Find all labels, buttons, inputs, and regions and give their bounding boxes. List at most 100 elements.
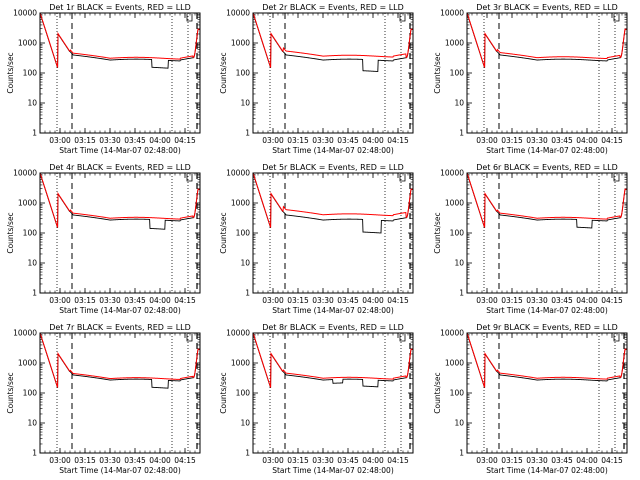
x-tick-label: 03:15 (74, 136, 96, 145)
detector-panel-8: Det 8r BLACK = Events, RED = LLD Counts/s… (219, 323, 414, 475)
y-tick-label: 10000 (13, 169, 37, 178)
x-tick-label: 03:15 (501, 456, 523, 465)
lld-series-line (467, 13, 627, 68)
plot-frame (466, 332, 628, 454)
x-tick-label: 04:15 (601, 456, 623, 465)
x-tick-label: 03:15 (287, 296, 309, 305)
x-tick-label: 04:00 (362, 456, 384, 465)
y-tick-label: 10000 (440, 329, 464, 338)
plot-frame (466, 172, 628, 294)
x-tick-label: 03:45 (337, 136, 359, 145)
plot-frame (466, 12, 628, 134)
panel-title: Det 6r BLACK = Events, RED = LLD (476, 163, 618, 172)
y-tick-label: 1000 (18, 359, 37, 368)
panel-title: Det 7r BLACK = Events, RED = LLD (49, 323, 191, 332)
x-tick-label: 03:30 (526, 456, 548, 465)
panel-title: Det 5r BLACK = Events, RED = LLD (262, 163, 404, 172)
x-tick-label: 03:30 (99, 136, 121, 145)
x-axis-label: Start Time (14-Mar-07 02:48:00) (59, 306, 181, 315)
y-tick-label: 1000 (231, 199, 250, 208)
x-tick-label: 04:00 (362, 136, 384, 145)
plot-frame (39, 332, 201, 454)
y-tick-label: 100 (236, 69, 251, 78)
x-tick-label: 03:00 (262, 136, 284, 145)
x-tick-label: 04:00 (576, 456, 598, 465)
x-tick-label: 04:00 (362, 296, 384, 305)
x-axis-label: Start Time (14-Mar-07 02:48:00) (486, 146, 608, 155)
y-axis-label: Counts/sec (6, 52, 15, 93)
y-tick-label: 1000 (445, 39, 464, 48)
y-tick-label: 1000 (445, 359, 464, 368)
x-tick-label: 03:45 (124, 136, 146, 145)
x-tick-label: 04:15 (387, 456, 409, 465)
x-tick-label: 03:30 (99, 296, 121, 305)
x-tick-label: 04:15 (601, 296, 623, 305)
y-axis-label: Counts/sec (219, 372, 228, 413)
bracket-marker (186, 174, 193, 182)
x-tick-label: 03:30 (312, 296, 334, 305)
y-axis-label: Counts/sec (433, 52, 442, 93)
detector-panel-9: Det 9r BLACK = Events, RED = LLD Counts/s… (433, 323, 628, 475)
y-tick-label: 1000 (445, 199, 464, 208)
x-tick-label: 04:15 (174, 136, 196, 145)
y-tick-label: 10 (240, 419, 250, 428)
x-tick-label: 03:30 (99, 456, 121, 465)
y-tick-label: 10 (454, 99, 464, 108)
plot-frame (252, 332, 414, 454)
x-tick-label: 03:00 (476, 296, 498, 305)
lld-series-line (40, 333, 200, 388)
x-tick-label: 03:00 (476, 456, 498, 465)
x-tick-label: 04:15 (174, 456, 196, 465)
lld-series-line (253, 173, 413, 228)
x-axis-label: Start Time (14-Mar-07 02:48:00) (59, 466, 181, 475)
y-axis-label: Counts/sec (6, 372, 15, 413)
y-tick-label: 10 (240, 259, 250, 268)
y-axis-label: Counts/sec (219, 52, 228, 93)
y-tick-label: 1 (459, 289, 464, 298)
y-tick-label: 10 (454, 259, 464, 268)
y-tick-label: 10 (240, 99, 250, 108)
x-axis-label: Start Time (14-Mar-07 02:48:00) (272, 466, 394, 475)
x-tick-label: 03:45 (337, 456, 359, 465)
x-tick-label: 03:45 (551, 456, 573, 465)
events-series-line (467, 13, 627, 69)
y-tick-label: 100 (450, 69, 465, 78)
events-series-line (40, 13, 200, 69)
bracket-marker (399, 14, 406, 22)
x-tick-label: 03:00 (262, 296, 284, 305)
bracket-marker (613, 14, 620, 22)
y-tick-label: 1000 (231, 39, 250, 48)
events-series-line (40, 173, 200, 230)
bracket-marker (186, 14, 193, 22)
y-tick-label: 100 (450, 229, 465, 238)
events-series-line (40, 333, 200, 389)
y-tick-label: 1 (459, 449, 464, 458)
y-tick-label: 1 (32, 449, 37, 458)
lld-series-line (253, 13, 413, 68)
y-axis-label: Counts/sec (433, 212, 442, 253)
panel-title: Det 8r BLACK = Events, RED = LLD (262, 323, 404, 332)
y-tick-label: 1 (32, 289, 37, 298)
plot-frame (39, 12, 201, 134)
y-tick-label: 10000 (13, 329, 37, 338)
x-axis-label: Start Time (14-Mar-07 02:48:00) (272, 146, 394, 155)
detector-panel-2: Det 2r BLACK = Events, RED = LLD Counts/s… (219, 3, 414, 155)
y-tick-label: 1000 (231, 359, 250, 368)
y-tick-label: 100 (23, 389, 38, 398)
y-tick-label: 100 (450, 389, 465, 398)
x-axis-label: Start Time (14-Mar-07 02:48:00) (272, 306, 394, 315)
x-tick-label: 04:00 (149, 296, 171, 305)
events-series-line (253, 333, 413, 389)
detector-panel-1: Det 1r BLACK = Events, RED = LLD Counts/s… (6, 3, 201, 155)
lld-series-line (253, 333, 413, 388)
detector-panel-5: Det 5r BLACK = Events, RED = LLD Counts/s… (219, 163, 414, 315)
x-tick-label: 03:15 (501, 296, 523, 305)
lld-series-line (467, 173, 627, 228)
plot-frame (252, 172, 414, 294)
detector-panel-3: Det 3r BLACK = Events, RED = LLD Counts/s… (433, 3, 628, 155)
x-tick-label: 03:15 (501, 136, 523, 145)
y-tick-label: 100 (236, 389, 251, 398)
x-tick-label: 04:00 (576, 296, 598, 305)
y-tick-label: 1 (459, 129, 464, 138)
